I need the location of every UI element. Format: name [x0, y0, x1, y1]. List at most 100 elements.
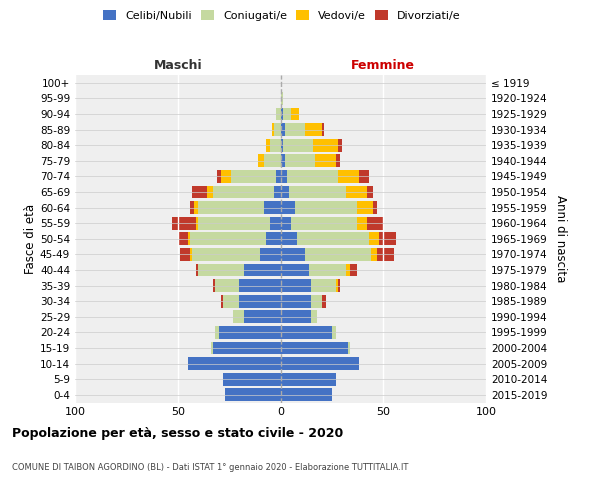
Bar — [295, 201, 356, 214]
Bar — [219, 326, 281, 338]
Text: COMUNE DI TAIBON AGORDINO (BL) - Dati ISTAT 1° gennaio 2020 - Elaborazione TUTTI: COMUNE DI TAIBON AGORDINO (BL) - Dati IS… — [12, 462, 409, 471]
Bar — [272, 123, 274, 136]
Bar — [367, 186, 373, 198]
Bar — [215, 279, 239, 292]
Bar — [277, 170, 281, 183]
Bar — [281, 326, 332, 338]
Bar — [239, 294, 281, 308]
Bar — [283, 108, 291, 120]
Bar — [239, 279, 281, 292]
Bar — [281, 170, 287, 183]
Bar — [313, 139, 338, 151]
Bar — [346, 186, 367, 198]
Bar — [346, 264, 350, 276]
Bar — [212, 186, 274, 198]
Bar — [281, 294, 311, 308]
Bar — [223, 372, 281, 386]
Bar — [264, 201, 281, 214]
Text: Femmine: Femmine — [351, 60, 415, 72]
Text: Maschi: Maschi — [154, 60, 202, 72]
Bar — [291, 108, 299, 120]
Bar — [199, 217, 270, 230]
Bar — [309, 264, 346, 276]
Bar — [291, 217, 356, 230]
Bar — [281, 357, 359, 370]
Bar — [188, 357, 281, 370]
Bar — [281, 92, 283, 105]
Bar — [281, 342, 349, 354]
Bar — [196, 264, 199, 276]
Bar — [233, 310, 244, 323]
Y-axis label: Fasce di età: Fasce di età — [24, 204, 37, 274]
Bar — [305, 123, 322, 136]
Bar — [190, 248, 192, 260]
Bar — [180, 248, 190, 260]
Bar — [223, 294, 239, 308]
Bar — [266, 139, 270, 151]
Bar — [212, 342, 281, 354]
Bar — [206, 186, 212, 198]
Bar — [322, 294, 326, 308]
Bar — [190, 201, 194, 214]
Bar — [281, 232, 297, 245]
Bar — [281, 154, 284, 167]
Bar — [281, 123, 284, 136]
Bar — [199, 201, 264, 214]
Bar — [258, 154, 264, 167]
Bar — [338, 170, 359, 183]
Bar — [349, 342, 350, 354]
Bar — [266, 232, 281, 245]
Bar — [178, 232, 188, 245]
Bar — [215, 326, 219, 338]
Bar — [305, 248, 371, 260]
Bar — [332, 326, 336, 338]
Bar — [244, 264, 281, 276]
Bar — [225, 388, 281, 401]
Bar — [244, 310, 281, 323]
Bar — [281, 248, 305, 260]
Bar — [281, 186, 289, 198]
Bar — [264, 154, 281, 167]
Bar — [350, 264, 356, 276]
Bar — [281, 217, 291, 230]
Bar — [289, 186, 346, 198]
Bar — [270, 139, 281, 151]
Bar — [316, 154, 336, 167]
Bar — [212, 279, 215, 292]
Bar — [231, 170, 277, 183]
Bar — [221, 170, 231, 183]
Bar — [188, 232, 190, 245]
Bar — [284, 154, 316, 167]
Bar — [172, 217, 196, 230]
Bar — [281, 310, 311, 323]
Bar — [338, 139, 342, 151]
Bar — [281, 201, 295, 214]
Bar — [270, 217, 281, 230]
Bar — [336, 279, 338, 292]
Bar — [281, 279, 311, 292]
Bar — [373, 201, 377, 214]
Bar — [336, 154, 340, 167]
Bar — [311, 310, 317, 323]
Bar — [297, 232, 369, 245]
Bar — [281, 388, 332, 401]
Bar — [322, 123, 323, 136]
Bar — [199, 264, 244, 276]
Text: Popolazione per età, sesso e stato civile - 2020: Popolazione per età, sesso e stato civil… — [12, 428, 343, 440]
Bar — [369, 232, 379, 245]
Bar — [367, 217, 383, 230]
Y-axis label: Anni di nascita: Anni di nascita — [554, 195, 567, 282]
Bar — [192, 248, 260, 260]
Bar — [379, 232, 395, 245]
Bar — [283, 139, 313, 151]
Bar — [338, 279, 340, 292]
Bar — [281, 372, 336, 386]
Bar — [356, 201, 373, 214]
Bar — [194, 201, 199, 214]
Bar — [281, 264, 309, 276]
Bar — [274, 186, 281, 198]
Bar — [311, 279, 336, 292]
Bar — [211, 342, 212, 354]
Bar — [284, 123, 305, 136]
Bar — [192, 186, 206, 198]
